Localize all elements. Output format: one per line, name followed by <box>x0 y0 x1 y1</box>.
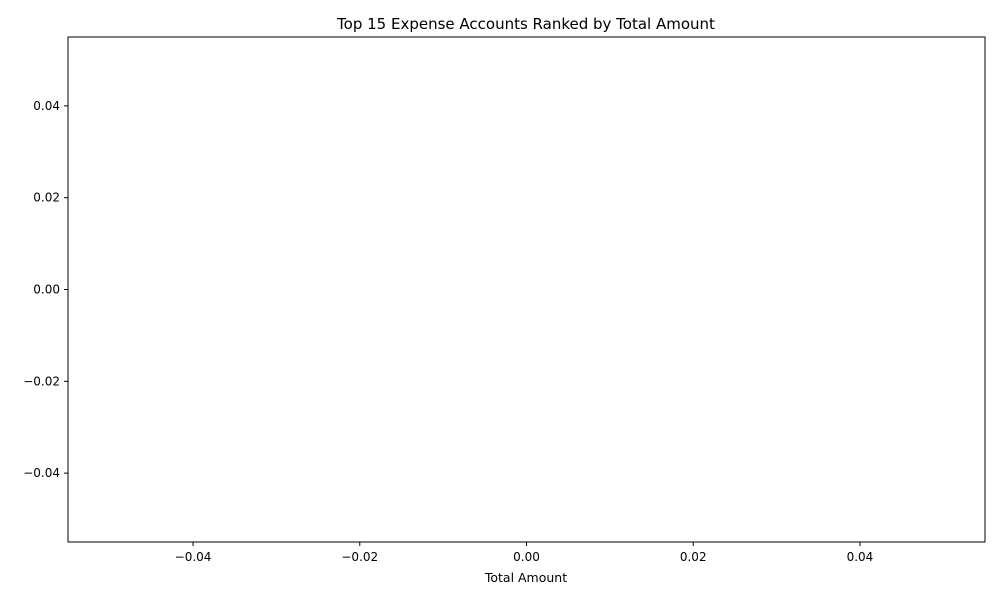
chart-title: Top 15 Expense Accounts Ranked by Total … <box>336 15 715 33</box>
y-tick-label: 0.02 <box>33 191 60 205</box>
x-tick-label: 0.02 <box>680 550 707 564</box>
y-axis-ticks: −0.04 −0.02 0.00 0.02 0.04 <box>23 99 68 480</box>
plot-area-frame <box>67 36 986 543</box>
x-tick-label: 0.00 <box>513 550 540 564</box>
y-tick-label: 0.00 <box>33 283 60 297</box>
y-tick-label: −0.04 <box>23 466 60 480</box>
y-tick-label: 0.04 <box>33 99 60 113</box>
x-axis-ticks: −0.04 −0.02 0.00 0.02 0.04 <box>175 542 874 564</box>
x-tick-label: −0.02 <box>341 550 378 564</box>
x-tick-label: 0.04 <box>847 550 874 564</box>
x-tick-label: −0.04 <box>175 550 212 564</box>
y-tick-label: −0.02 <box>23 374 60 388</box>
x-axis-label: Total Amount <box>484 570 567 585</box>
